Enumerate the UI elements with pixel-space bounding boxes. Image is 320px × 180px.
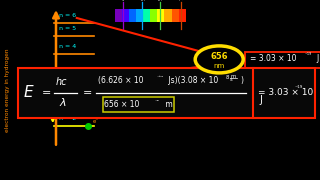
Text: =: =: [42, 88, 51, 98]
Bar: [143, 9, 150, 22]
Text: = 3.03 × 10: = 3.03 × 10: [258, 88, 313, 97]
Text: Js)(3.08 × 10: Js)(3.08 × 10: [166, 76, 219, 86]
Text: s: s: [230, 77, 233, 82]
Bar: [136, 9, 143, 22]
FancyBboxPatch shape: [18, 68, 254, 118]
Text: J: J: [316, 54, 318, 63]
Text: e⁻: e⁻: [93, 76, 99, 81]
Bar: [164, 9, 172, 22]
Text: n = 5: n = 5: [59, 26, 76, 31]
Text: electron energy in hydrogen: electron energy in hydrogen: [4, 48, 10, 132]
Text: ⁻³⁴: ⁻³⁴: [156, 75, 163, 80]
Bar: [157, 9, 164, 22]
Bar: [150, 9, 157, 22]
Text: =: =: [83, 88, 92, 98]
Text: = 3.03 × 10: = 3.03 × 10: [250, 54, 296, 63]
Text: ⁻¹⁹: ⁻¹⁹: [305, 53, 312, 58]
Text: J: J: [259, 95, 262, 105]
FancyBboxPatch shape: [253, 68, 315, 118]
Text: e⁻: e⁻: [93, 119, 99, 124]
Text: nm: nm: [213, 63, 225, 69]
Text: 656: 656: [210, 52, 228, 61]
Text: ): ): [240, 76, 243, 86]
Text: 8: 8: [226, 75, 229, 80]
Text: n = 4: n = 4: [59, 44, 76, 49]
Bar: [179, 9, 186, 22]
Text: n = 3: n = 3: [59, 72, 76, 77]
Bar: [172, 9, 179, 22]
Text: m: m: [163, 100, 173, 109]
Text: n = 6: n = 6: [59, 13, 76, 18]
Text: hc: hc: [56, 77, 68, 87]
Text: E: E: [24, 85, 34, 100]
Text: ⁻¹⁹: ⁻¹⁹: [294, 86, 303, 91]
Bar: [129, 9, 136, 22]
Bar: [122, 9, 129, 22]
Text: 656 × 10: 656 × 10: [104, 100, 139, 109]
Text: m: m: [230, 74, 236, 79]
Bar: [115, 9, 122, 22]
Text: (6.626 × 10: (6.626 × 10: [98, 76, 143, 86]
Text: n = 2: n = 2: [59, 116, 76, 121]
Text: λ: λ: [59, 98, 66, 109]
Text: ⁻⁹: ⁻⁹: [155, 99, 159, 104]
Circle shape: [195, 46, 243, 73]
